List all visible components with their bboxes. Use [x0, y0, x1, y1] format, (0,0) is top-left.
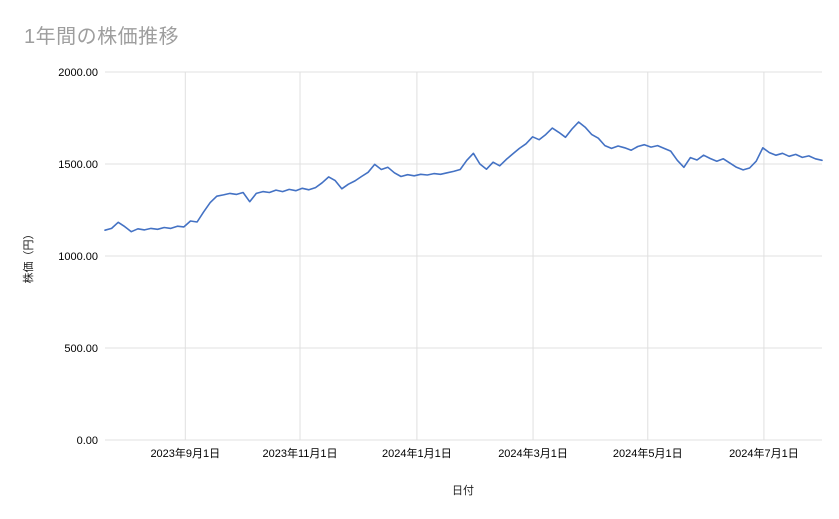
chart-title: 1年間の株価推移: [24, 26, 180, 48]
x-tick-label: 2024年1月1日: [382, 446, 452, 460]
y-tick-label: 2000.00: [58, 67, 98, 79]
y-tick-label: 1000.00: [58, 251, 98, 263]
x-tick-label: 2024年5月1日: [613, 446, 683, 460]
x-tick-label: 2024年3月1日: [498, 446, 568, 460]
y-tick-label: 500.00: [64, 343, 98, 355]
y-tick-label: 1500.00: [58, 159, 98, 171]
y-tick-label: 0.00: [77, 435, 98, 447]
x-tick-label: 2024年7月1日: [729, 446, 799, 460]
x-tick-label: 2023年9月1日: [150, 446, 220, 460]
price-line: [104, 121, 823, 233]
y-axis-title: 株価（円）: [23, 228, 35, 284]
x-tick-label: 2023年11月1日: [263, 446, 338, 460]
x-axis-title: 日付: [452, 485, 474, 497]
